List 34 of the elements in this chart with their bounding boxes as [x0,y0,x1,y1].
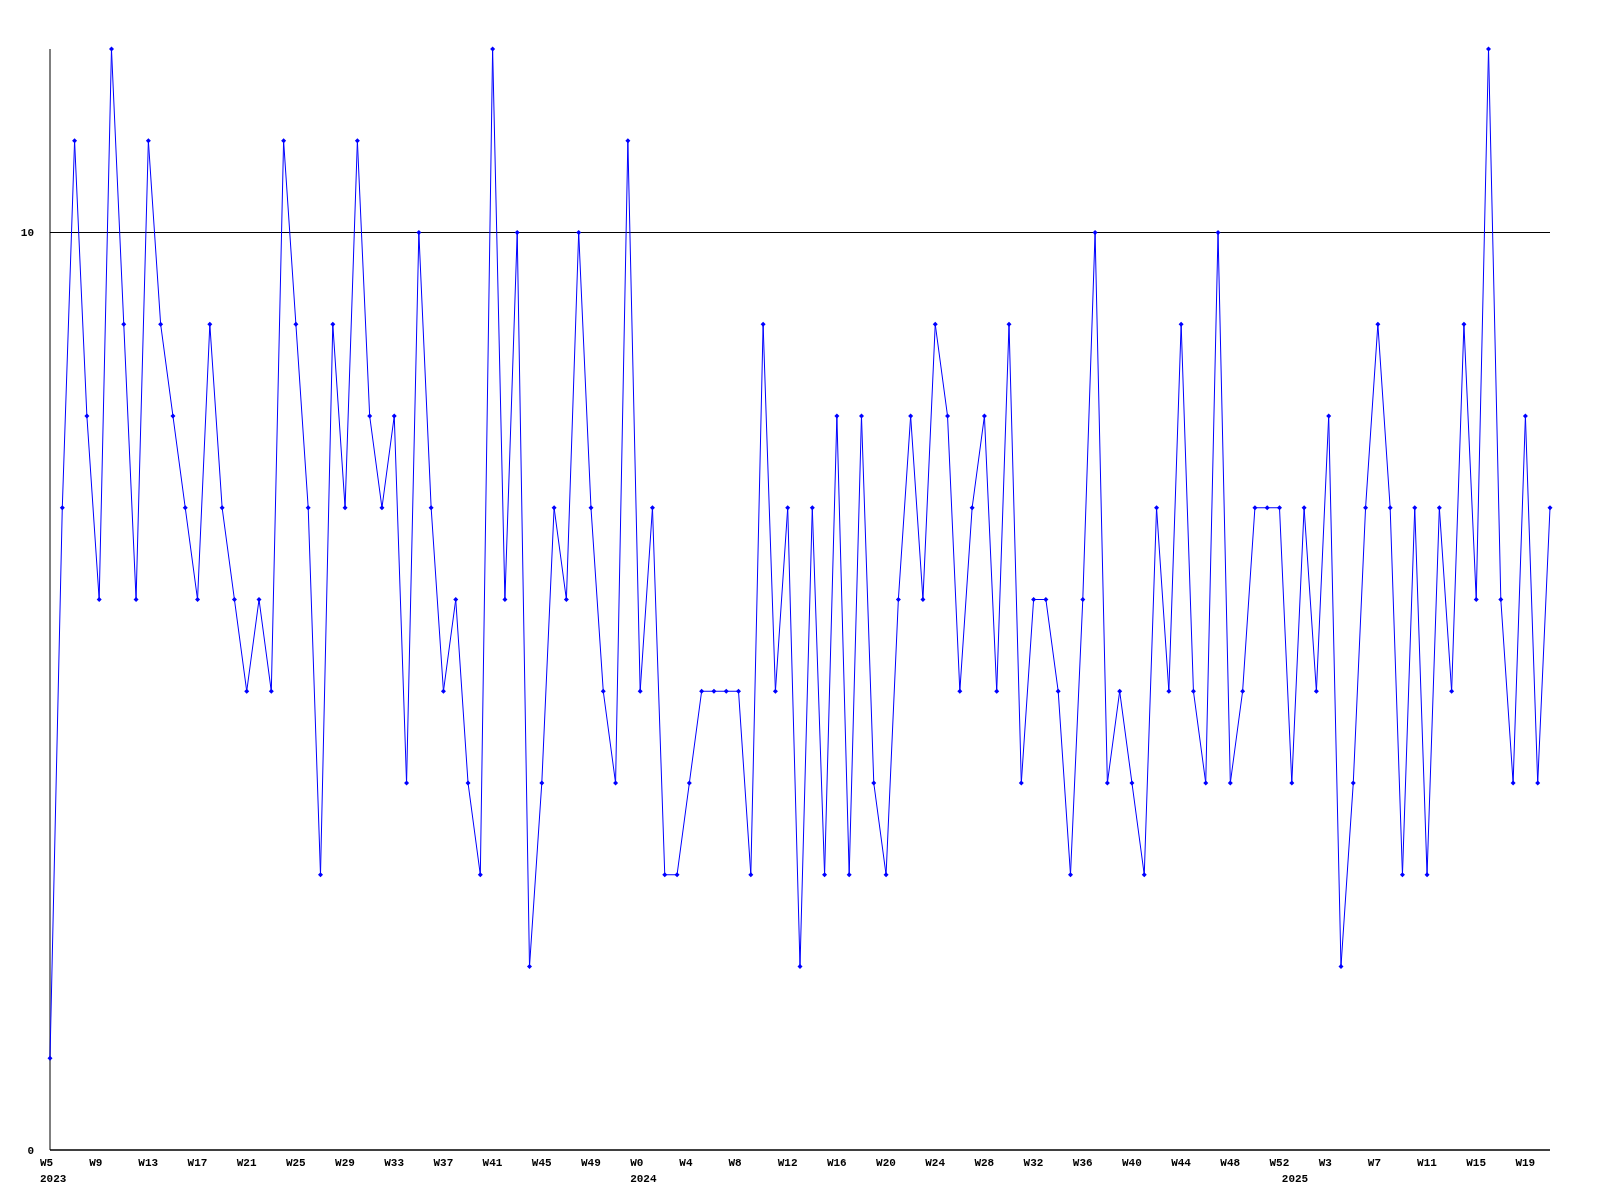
x-tick-label: W29 [335,1157,355,1169]
y-tick-label: 0 [27,1144,34,1157]
x-tick-label: W37 [433,1157,454,1169]
x-tick-label: W33 [384,1157,405,1169]
x-tick-label: W41 [482,1157,503,1169]
y-tick-label: 10 [20,227,34,240]
x-tick-label: W24 [925,1157,946,1169]
x-tick-label: W15 [1466,1157,1487,1169]
x-tick-label: W9 [89,1157,103,1169]
x-tick-label: W45 [531,1157,553,1169]
x-tick-label: W40 [1121,1157,1142,1169]
x-tick-label: W11 [1417,1157,1438,1169]
x-tick-label: W3 [1318,1157,1333,1169]
x-tick-label: W25 [285,1157,307,1169]
x-tick-label: W21 [236,1157,257,1169]
x-tick-label: W36 [1072,1157,1093,1169]
x-tick-label: W28 [974,1157,995,1169]
x-tick-label: W7 [1367,1157,1382,1169]
x-tick-label: 2025 [1281,1173,1309,1185]
x-tick-label: W13 [138,1157,159,1169]
x-tick-label: W20 [876,1157,896,1169]
x-tick-label: W16 [826,1157,847,1169]
x-tick-label: W48 [1220,1157,1241,1169]
x-tick-label: W0 2024 [630,1157,657,1185]
x-tick-label: W32 [1023,1157,1044,1169]
x-tick-label: W4 [679,1157,693,1169]
x-tick-label: W8 [728,1157,743,1169]
x-tick-label: W17 [187,1157,208,1169]
x-tick-label: W19 [1515,1157,1536,1169]
x-tick-label: W52 [1269,1157,1290,1169]
x-tick-label: W44 [1171,1157,1192,1169]
x-tick-label: W5 2023 [40,1157,67,1185]
x-tick-label: W12 [777,1157,798,1169]
x-tick-label: W49 [580,1157,601,1169]
